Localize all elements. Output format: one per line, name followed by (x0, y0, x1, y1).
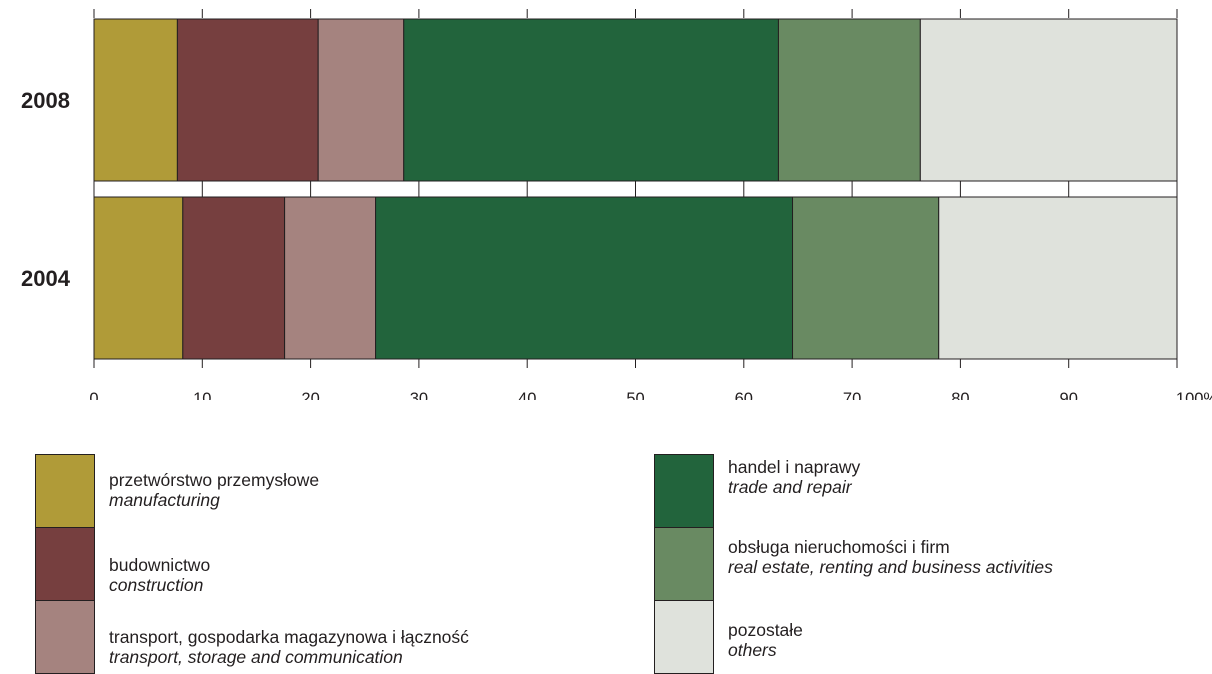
category-label: 2004 (21, 266, 71, 291)
legend-swatch-realestate (654, 527, 714, 601)
x-tick-label: 40 (518, 390, 536, 400)
bar-transport-2004 (284, 196, 377, 360)
legend-label-construction: budownictwo construction (109, 555, 210, 595)
legend-label-pl: budownictwo (109, 555, 211, 575)
legend-swatch-trade (654, 454, 714, 528)
bar-realestate-2004 (792, 196, 940, 360)
bar-others-2004 (938, 196, 1178, 360)
legend-label-en: others (728, 640, 777, 660)
category-label: 2008 (21, 88, 70, 113)
legend-label-transport: transport, gospodarka magazynowa i łączn… (109, 627, 469, 667)
legend-label-pl: transport, gospodarka magazynowa i łączn… (109, 627, 469, 647)
legend-label-en: construction (109, 575, 204, 595)
legend-label-trade: handel i naprawy trade and repair (728, 457, 860, 497)
legend-label-pl: obsługa nieruchomości i firm (728, 537, 950, 557)
legend-label-pl: handel i naprawy (728, 457, 861, 477)
bar-manufacturing-2008 (93, 18, 178, 182)
bar-manufacturing-2004 (93, 196, 184, 360)
legend-swatch-manufacturing (35, 454, 95, 528)
bar-construction-2004 (182, 196, 286, 360)
x-tick-label: 30 (410, 390, 428, 400)
bar-trade-2008 (403, 18, 779, 182)
x-tick-label: 70 (843, 390, 861, 400)
x-tick-label: 100% (1176, 390, 1212, 400)
bar-construction-2008 (176, 18, 319, 182)
legend-label-pl: pozostałe (728, 620, 803, 640)
legend-label-manufacturing: przetwórstwo przemysłowe manufacturing (109, 470, 319, 510)
x-tick-label: 50 (626, 390, 644, 400)
bar-others-2008 (919, 18, 1178, 182)
bar-realestate-2008 (777, 18, 921, 182)
x-tick-label: 20 (301, 390, 319, 400)
stacked-bar-chart: 2008 2004 0 10 20 30 40 50 60 70 80 90 100% (21, 9, 1212, 400)
legend-label-en: manufacturing (109, 490, 220, 510)
x-tick-label: 90 (1060, 390, 1078, 400)
x-tick-label: 10 (193, 390, 211, 400)
legend-label-others: pozostałe others (728, 620, 803, 660)
legend-label-realestate: obsługa nieruchomości i firm real estate… (728, 537, 1053, 577)
legend-swatch-others (654, 600, 714, 674)
legend-label-pl: przetwórstwo przemysłowe (109, 470, 320, 490)
x-tick-label: 0 (89, 390, 98, 400)
bar-trade-2004 (375, 196, 794, 360)
x-tick-label: 80 (951, 390, 969, 400)
legend-label-en: transport, storage and communication (109, 647, 403, 667)
legend-label-en: real estate, renting and business activi… (728, 557, 1053, 577)
x-tick-label: 60 (735, 390, 753, 400)
legend-swatch-construction (35, 527, 95, 601)
legend-swatch-transport (35, 600, 95, 674)
bar-transport-2008 (317, 18, 405, 182)
legend-label-en: trade and repair (728, 477, 852, 497)
